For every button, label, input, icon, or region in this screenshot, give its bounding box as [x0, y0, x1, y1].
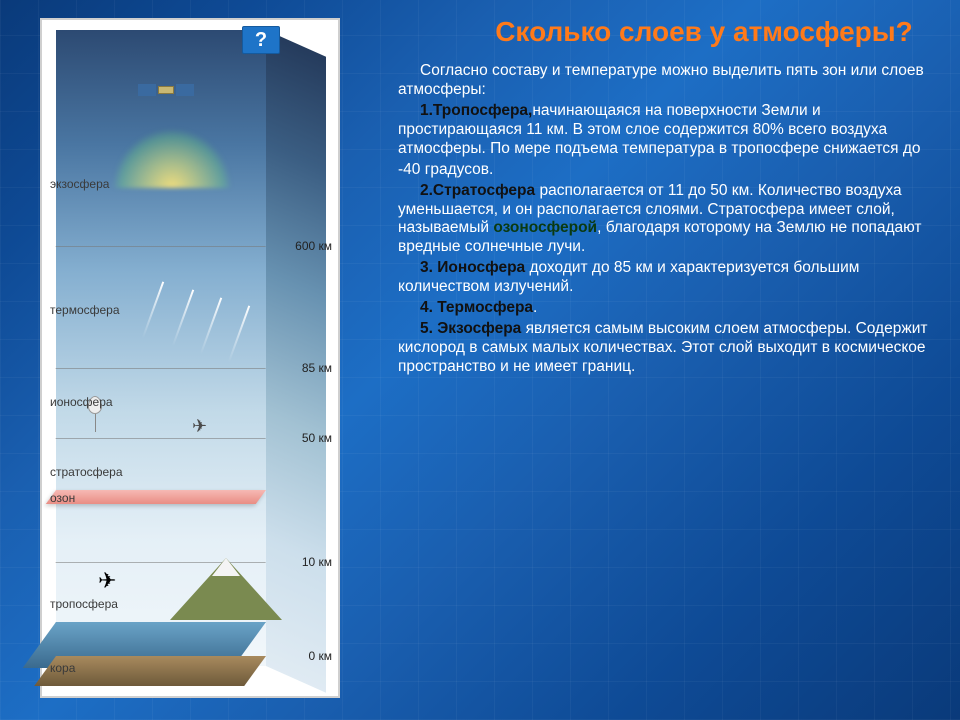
help-icon: ?	[242, 26, 280, 54]
item-1-heading: 1.Тропосфера,	[420, 102, 532, 119]
plane-icon: ✈	[98, 568, 116, 594]
altitude-label: 85 км	[302, 361, 332, 375]
item-4-heading: 4. Термосфера	[420, 299, 533, 316]
layer-boundary	[55, 368, 266, 369]
item-2-heading: 2.Стратосфера	[420, 182, 535, 199]
item-4: 4. Термосфера.	[398, 299, 930, 318]
jet-icon: ✈	[192, 416, 207, 437]
layer-boundary	[55, 246, 266, 247]
intro-text: Согласно составу и температуре можно выд…	[398, 62, 930, 100]
altitude-label: 50 км	[302, 431, 332, 445]
slide-content: ? ✈ ✈ 600 км 85 км 50 км 10 км 0 км экзосфер…	[0, 0, 960, 720]
layer-label: тропосфера	[50, 597, 118, 611]
mountain-icon	[170, 558, 282, 620]
altitude-label: 600 км	[295, 239, 332, 253]
atmosphere-diagram: ? ✈ ✈ 600 км 85 км 50 км 10 км 0 км экзосфер…	[40, 18, 340, 698]
layer-label: ионосфера	[50, 395, 113, 409]
item-1b: -40 градусов.	[398, 161, 930, 180]
item-3: 3. Ионосфера доходит до 85 км и характер…	[398, 259, 930, 297]
dot: .	[533, 299, 537, 316]
layer-label: озон	[50, 491, 75, 505]
left-column: ? ✈ ✈ 600 км 85 км 50 км 10 км 0 км экзосфер…	[0, 0, 390, 720]
altitude-label: 10 км	[302, 555, 332, 569]
page-title: Сколько слоев у атмосферы?	[478, 16, 930, 48]
item-2: 2.Стратосфера располагается от 11 до 50 …	[398, 182, 930, 258]
item-3-heading: 3. Ионосфера	[420, 259, 529, 276]
right-column: Сколько слоев у атмосферы? Согласно сост…	[390, 0, 960, 720]
layer-label: стратосфера	[50, 465, 123, 479]
layer-boundary	[55, 438, 266, 439]
satellite-icon	[138, 82, 194, 98]
ozone-layer	[46, 490, 266, 504]
ozone-word: озоносферой	[493, 219, 597, 236]
layer-label: термосфера	[50, 303, 120, 317]
item-5: 5. Экзосфера является самым высоким слое…	[398, 320, 930, 377]
layer-label: кора	[50, 661, 75, 675]
item-5-heading: 5. Экзосфера	[420, 320, 521, 337]
altitude-label: 0 км	[308, 649, 332, 663]
aurora-icon	[112, 128, 232, 188]
layer-label: экзосфера	[50, 177, 109, 191]
item-1: 1.Тропосфера,начинающаяся на поверхности…	[398, 102, 930, 159]
